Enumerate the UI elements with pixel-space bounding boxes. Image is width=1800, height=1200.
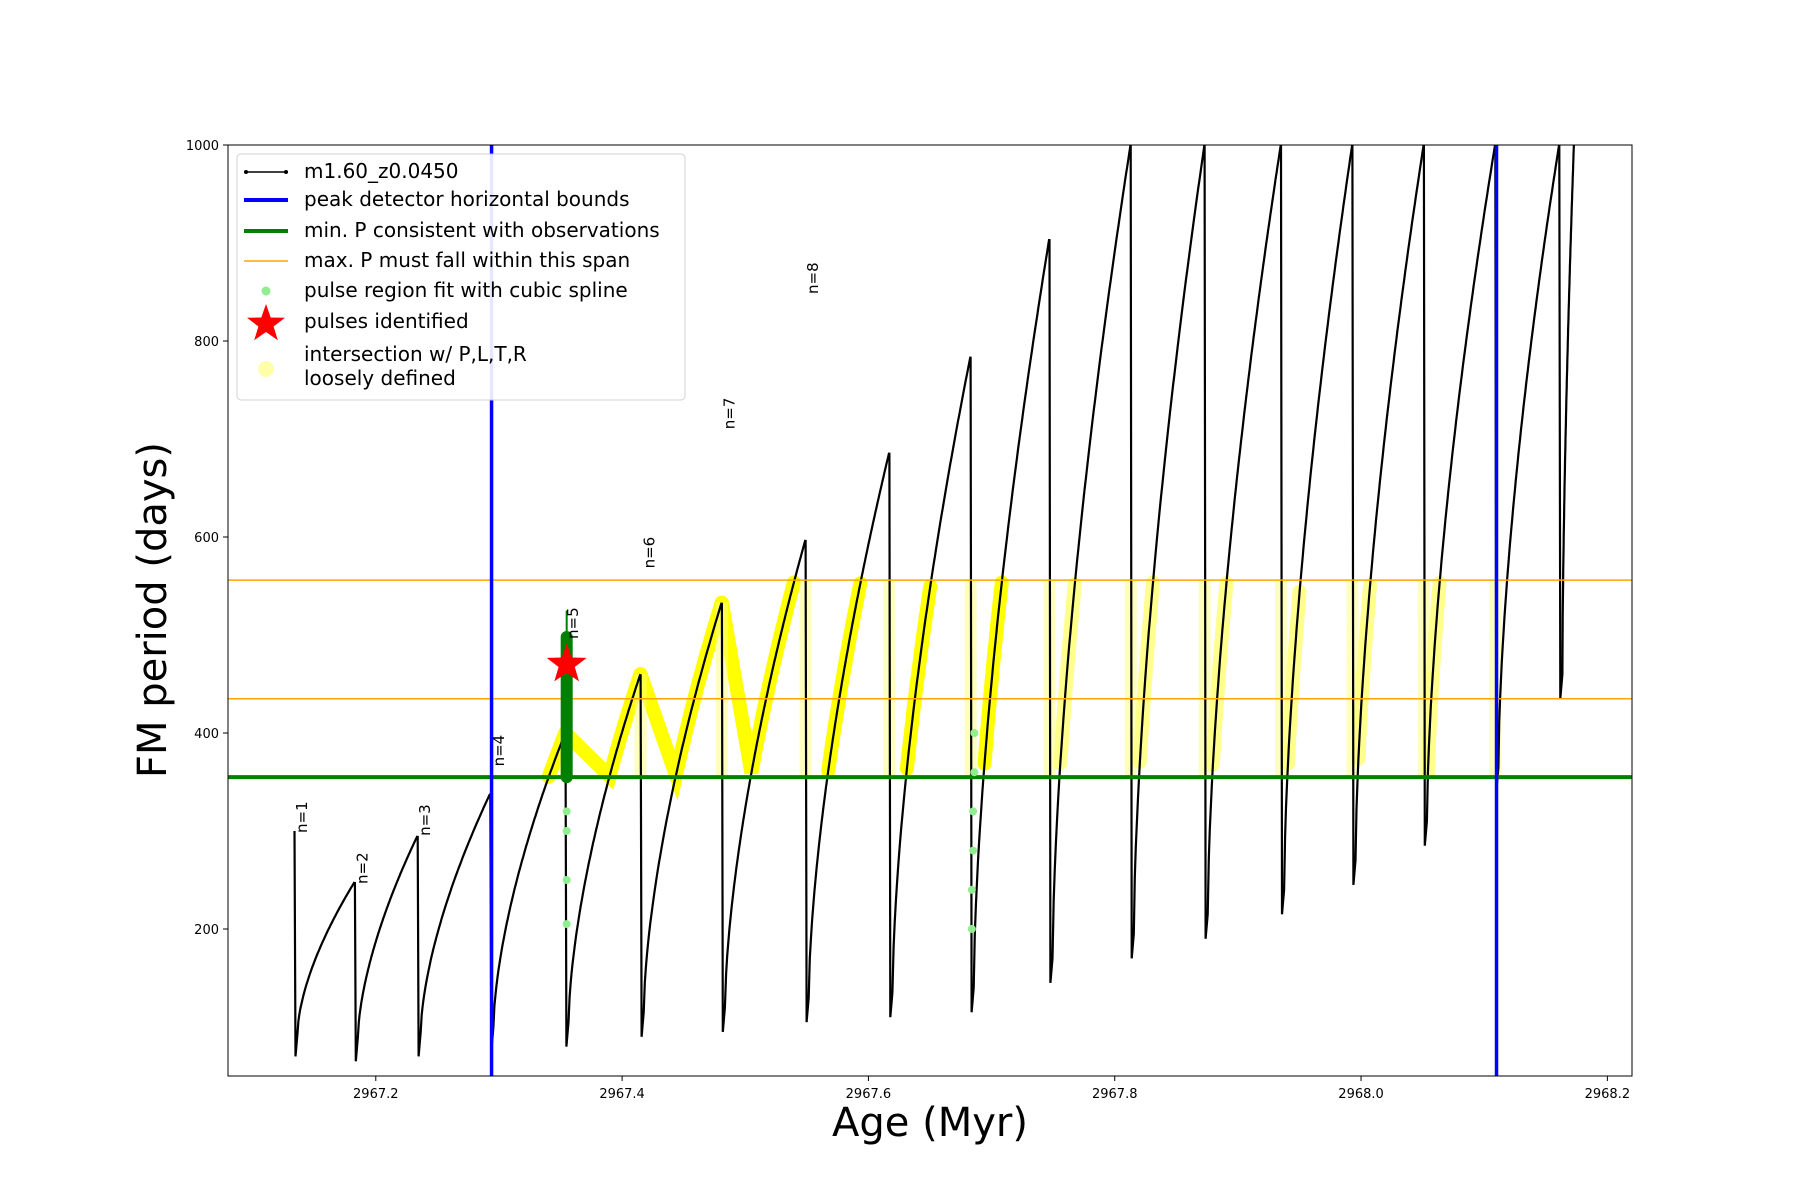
legend-entry: m1.60_z0.0450: [244, 159, 459, 183]
spline-point: [969, 846, 978, 855]
spline-point: [970, 768, 979, 777]
track-segment: [804, 452, 891, 1023]
legend-label: pulses identified: [304, 309, 469, 333]
track-segment: [489, 732, 567, 1052]
legend-swatch-marker: [244, 170, 248, 174]
legend-entry: peak detector horizontal bounds: [244, 187, 630, 211]
track-segment: [1351, 145, 1425, 885]
pulse-label: n=8: [804, 262, 822, 294]
x-tick-label: 2967.6: [846, 1087, 892, 1102]
spline-point: [562, 827, 571, 835]
x-tick-label: 2968.0: [1338, 1087, 1384, 1102]
pulse-label: n=3: [416, 804, 434, 836]
pulse-label: n=1: [293, 801, 311, 833]
spline-point: [970, 729, 979, 737]
track-segment: [416, 793, 492, 1057]
y-tick-label: 600: [194, 531, 219, 546]
legend-label: m1.60_z0.0450: [304, 159, 459, 183]
legend-swatch: [247, 304, 285, 341]
plot-area: n=1 n=2 n=3 n=4 n=5 n=6 n=7 n=8: [228, 145, 1632, 1076]
x-tick-label: 2967.2: [353, 1087, 399, 1102]
track-segment: [353, 835, 419, 1062]
y-axis: 200 400 600 800 1000: [186, 139, 228, 938]
legend-label: intersection w/ P,L,T,R: [304, 342, 527, 366]
legend-swatch-marker: [284, 170, 288, 174]
y-tick-label: 200: [194, 923, 219, 938]
axes-frame: [227, 144, 1633, 1077]
track-segment: [1048, 145, 1132, 983]
track-segment: [639, 602, 723, 1037]
y-tick-label: 1000: [186, 139, 219, 154]
legend-box: [236, 153, 686, 401]
spline-point: [562, 920, 571, 929]
x-tick-label: 2967.8: [1092, 1087, 1138, 1102]
x-axis: 2967.2 2967.4 2967.6 2967.8 2968.0 2968.2: [353, 1076, 1630, 1102]
track-segment: [1129, 145, 1206, 959]
pulse-identified-star: [546, 643, 587, 682]
y-axis-label: FM period (days): [130, 442, 176, 778]
spline-point: [969, 807, 978, 816]
pulse-label: n=5: [564, 607, 582, 639]
series-m1.60_z0.0450: [293, 145, 1575, 1062]
pulse-label: n=6: [640, 537, 658, 569]
spline-point: [967, 885, 976, 894]
spline-point: [562, 876, 571, 884]
legend-swatch: [261, 286, 271, 296]
x-tick-label: 2967.4: [599, 1087, 645, 1102]
track-segment: [1279, 145, 1354, 915]
legend-entry: min. P consistent with observations: [244, 218, 660, 242]
legend-entry: max. P must fall within this span: [244, 248, 630, 272]
x-tick-label: 2968.2: [1585, 1087, 1631, 1102]
spline-point: [562, 807, 571, 816]
track-segment: [1422, 145, 1497, 846]
pulse-label: n=7: [720, 398, 738, 430]
legend-label: pulse region fit with cubic spline: [304, 278, 628, 302]
legend-label: loosely defined: [304, 366, 456, 390]
track-segment: [888, 356, 972, 1018]
x-axis-label: Age (Myr): [832, 1100, 1028, 1146]
legend-entry: pulses identified: [247, 304, 469, 341]
legend-label: min. P consistent with observations: [304, 218, 660, 242]
track-segment: [564, 673, 642, 1047]
track-segment: [720, 539, 807, 1032]
pulse-label: n=2: [353, 852, 371, 884]
track-segment: [1558, 145, 1575, 699]
legend-label: max. P must fall within this span: [304, 248, 630, 272]
track-segment: [969, 238, 1051, 1013]
legend-swatch: [258, 361, 274, 377]
track-segment: [293, 830, 356, 1057]
legend-label: peak detector horizontal bounds: [304, 187, 630, 211]
y-tick-label: 800: [194, 335, 219, 350]
y-tick-label: 400: [194, 727, 219, 742]
pulse-label: n=4: [490, 735, 508, 767]
spline-point: [967, 925, 976, 933]
track-segment: [1203, 145, 1282, 939]
legend-entry: pulse region fit with cubic spline: [261, 278, 628, 302]
track-segment: [1494, 145, 1561, 792]
